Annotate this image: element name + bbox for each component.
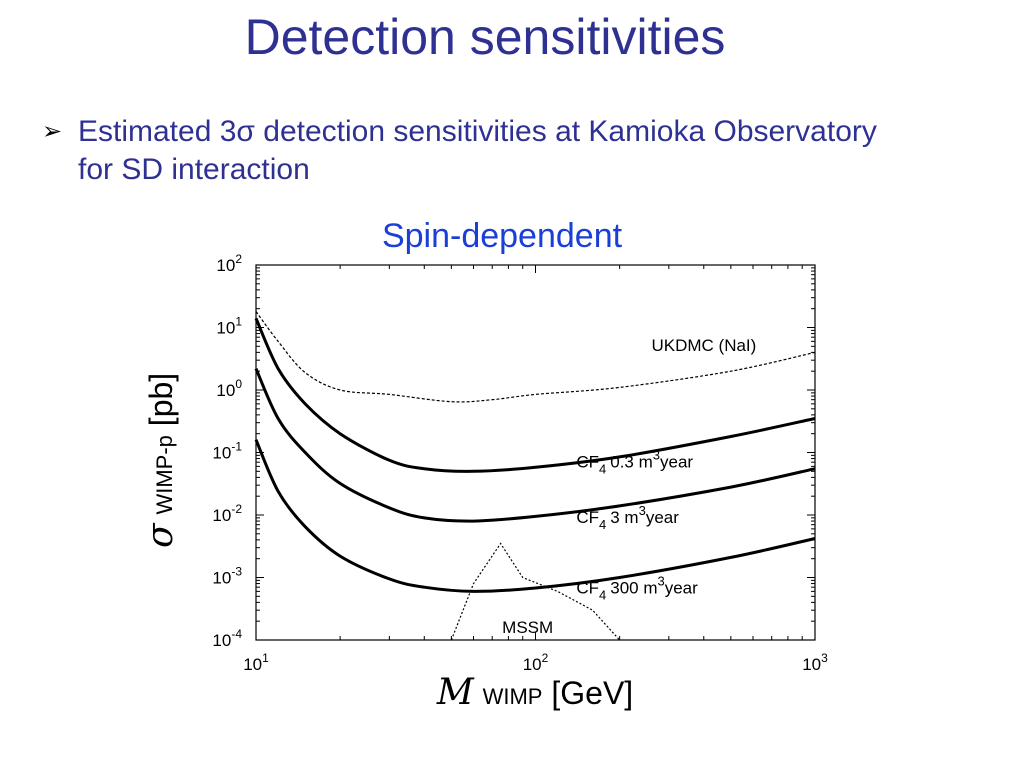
- x-tick-label: 101: [243, 651, 269, 674]
- annotation-ukdmc: UKDMC (NaI): [651, 336, 756, 355]
- y-tick-label: 10-2: [212, 502, 242, 525]
- plot-frame: [255, 264, 816, 641]
- annotation-mssm: MSSM: [502, 618, 553, 637]
- series-line-0: [254, 317, 816, 473]
- x-tick-label: 103: [802, 651, 828, 674]
- y-tick-label: 101: [216, 315, 242, 338]
- bullet-line-1: Estimated 3σ detection sensitivities at …: [78, 115, 877, 148]
- series-line-3: [255, 311, 816, 403]
- x-axis-symbol: M: [436, 672, 474, 713]
- bullet-line-2: for SD interaction: [78, 153, 310, 186]
- y-tick-label: 100: [216, 377, 242, 400]
- page-title: Detection sensitivities: [244, 9, 726, 65]
- series-line-2: [254, 439, 816, 593]
- x-axis-unit: [GeV]: [551, 675, 634, 711]
- annotation-cf4b: CF4 3 m3year: [576, 503, 679, 532]
- x-axis-subscript: WIMP: [482, 684, 543, 709]
- annotation-cf4a: CF4 0.3 m3year: [576, 447, 693, 476]
- y-tick-label: 10-4: [212, 627, 242, 650]
- series-line-4: [450, 542, 621, 641]
- series-line-1: [254, 367, 816, 523]
- y-tick-label: 10-3: [212, 565, 242, 588]
- bullet-arrow-icon: ➢: [42, 118, 63, 145]
- chart-title: Spin-dependent: [381, 217, 623, 255]
- x-tick-label: 102: [523, 651, 549, 674]
- y-tick-label: 102: [216, 252, 242, 275]
- x-axis-label: M WIMP [GeV]: [0, 672, 1024, 713]
- y-tick-label: 10-1: [212, 440, 242, 463]
- annotation-cf4c: CF4 300 m3year: [576, 574, 698, 603]
